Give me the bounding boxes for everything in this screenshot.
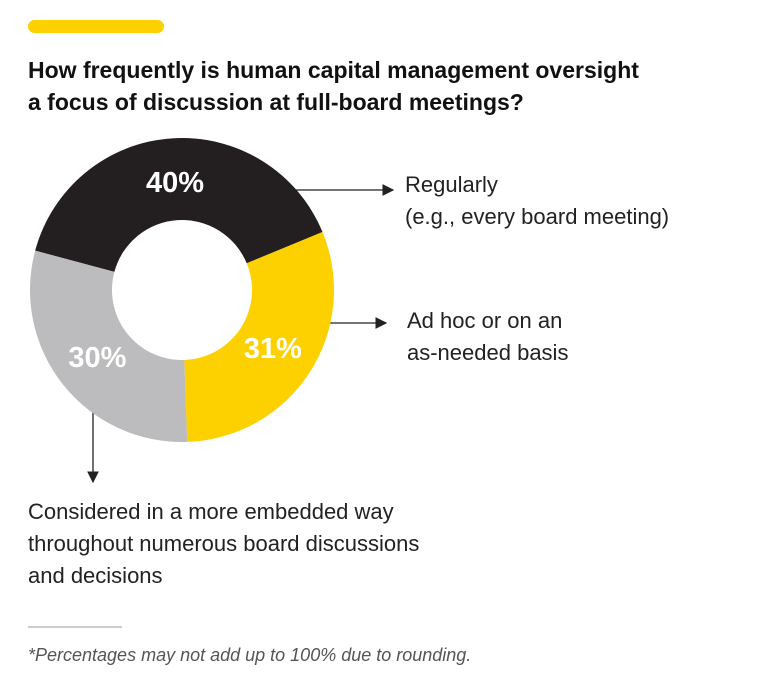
value-label: 40% (146, 167, 204, 199)
donut-segment (35, 138, 323, 272)
donut-segment (184, 232, 334, 442)
value-label: 30% (68, 342, 126, 374)
category-label: and decisions (28, 563, 163, 588)
category-label: Considered in a more embedded way (28, 499, 394, 524)
category-label: (e.g., every board meeting) (405, 204, 669, 229)
value-label: 31% (244, 333, 302, 365)
footnote: *Percentages may not add up to 100% due … (28, 645, 471, 665)
category-label: throughout numerous board discussions (28, 531, 419, 556)
chart-title: a focus of discussion at full-board meet… (28, 89, 524, 115)
category-label: as-needed basis (407, 340, 568, 365)
category-label: Regularly (405, 172, 498, 197)
category-label: Ad hoc or on an (407, 308, 562, 333)
donut-segment (30, 250, 188, 442)
accent-bar (28, 20, 164, 33)
chart-title: How frequently is human capital manageme… (28, 57, 639, 83)
